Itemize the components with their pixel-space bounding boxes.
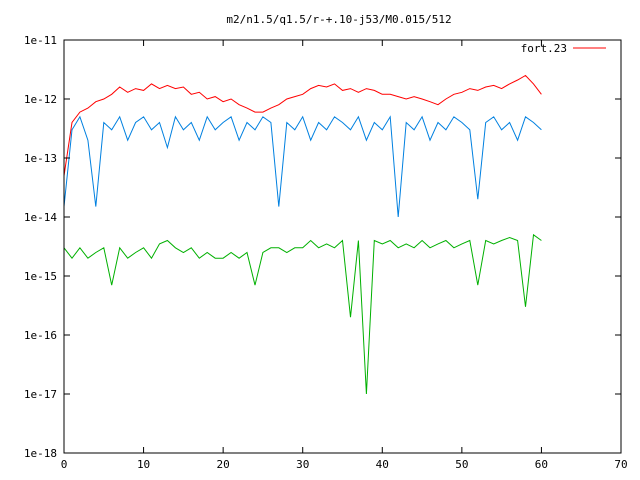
x-tick-label: 70 — [614, 458, 627, 471]
y-tick-label: 1e-13 — [24, 152, 57, 165]
series-line-2 — [63, 115, 542, 218]
x-tick-label: 30 — [296, 458, 309, 471]
y-tick-label: 1e-18 — [24, 447, 57, 460]
y-tick-label: 1e-11 — [24, 34, 57, 47]
chart-title: m2/n1.5/q1.5/r-+.10-j53/M0.015/512 — [226, 13, 451, 26]
y-tick-label: 1e-17 — [24, 388, 57, 401]
legend-label: fort.23 — [521, 42, 567, 55]
x-tick-label: 20 — [217, 458, 230, 471]
y-tick-label: 1e-15 — [24, 270, 57, 283]
axis-layer: 0 10 20 30 40 50 60 70 1e-18 1e-17 1e-16 1e-15 1e-14… — [24, 34, 628, 471]
y-tick-label: 1e-14 — [24, 211, 57, 224]
y-tick-label: 1e-16 — [24, 329, 57, 342]
x-tick-label: 40 — [376, 458, 389, 471]
y-tick-label: 1e-12 — [24, 93, 57, 106]
plot-frame — [63, 39, 622, 454]
x-tick-label: 60 — [535, 458, 548, 471]
x-tick-label: 0 — [61, 458, 68, 471]
series-line-1 — [63, 74, 542, 176]
x-tick-label: 50 — [455, 458, 468, 471]
x-tick-label: 10 — [137, 458, 150, 471]
series-layer — [63, 74, 542, 395]
series-line-3 — [63, 233, 542, 395]
legend: fort.23 — [521, 42, 606, 55]
